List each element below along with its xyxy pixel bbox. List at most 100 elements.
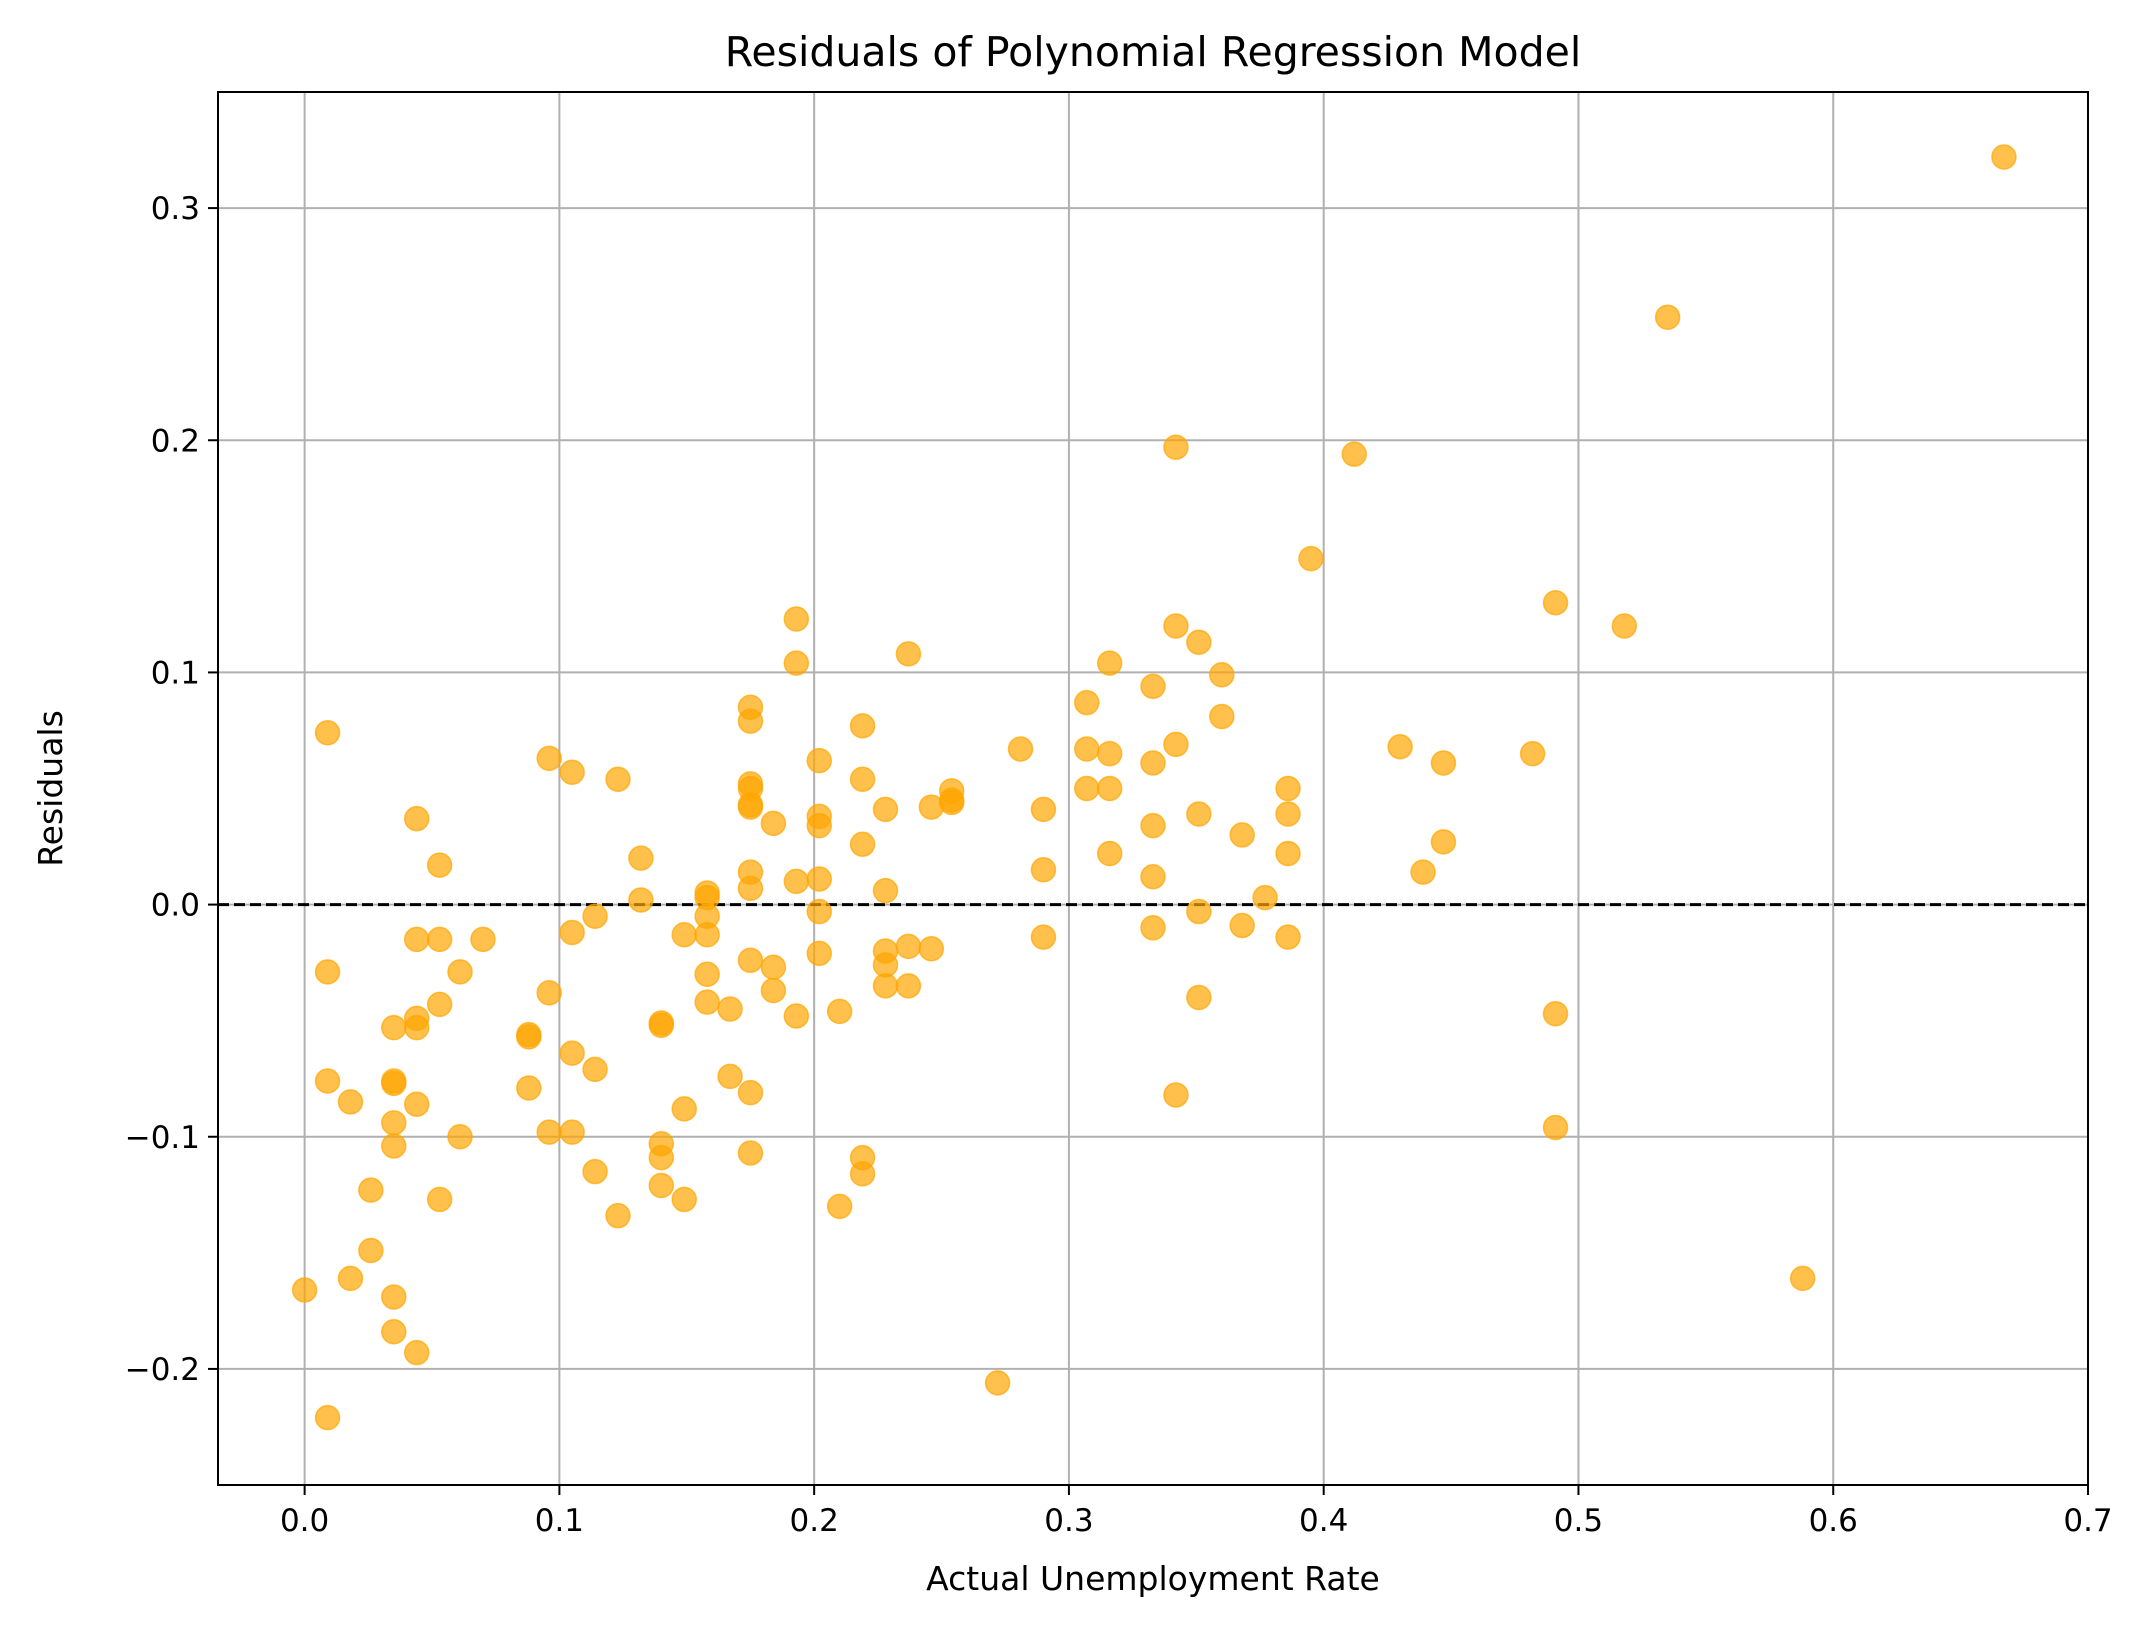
data-point	[1186, 629, 1212, 655]
data-point	[1074, 775, 1100, 802]
data-point	[605, 1202, 631, 1229]
data-point	[806, 747, 833, 774]
data-point	[582, 1158, 608, 1185]
data-point	[1007, 736, 1034, 762]
data-point	[1789, 1265, 1816, 1292]
data-point	[783, 868, 810, 895]
data-point	[1030, 796, 1057, 823]
data-point	[872, 796, 899, 823]
data-point	[760, 977, 787, 1004]
data-point	[1275, 924, 1301, 950]
data-point	[1519, 740, 1546, 767]
data-point	[648, 1012, 675, 1039]
data-point	[1209, 661, 1235, 688]
data-point	[1341, 441, 1368, 467]
data-point	[426, 926, 453, 953]
data-point	[1030, 857, 1057, 883]
data-point	[1229, 912, 1255, 939]
data-point	[1096, 740, 1123, 767]
data-point	[1542, 1114, 1569, 1141]
y-tick-label: 0.0	[151, 888, 200, 924]
data-point	[1163, 1082, 1189, 1108]
data-point	[671, 1096, 697, 1122]
data-point	[1209, 703, 1235, 730]
data-point	[1096, 650, 1123, 676]
x-tick-label: 0.2	[790, 1503, 839, 1539]
data-point	[1096, 775, 1123, 802]
data-point	[536, 980, 562, 1006]
data-point	[737, 875, 764, 902]
data-point	[872, 877, 899, 904]
y-axis-label: Residuals	[31, 710, 70, 867]
data-point	[737, 708, 764, 734]
data-point	[559, 1119, 585, 1145]
data-point	[717, 1063, 743, 1090]
data-point	[628, 887, 654, 913]
plot-area-frame	[217, 91, 2089, 1486]
data-point	[559, 759, 585, 785]
data-point	[381, 1133, 407, 1159]
data-point	[1611, 613, 1638, 639]
data-point	[314, 1404, 341, 1431]
data-point	[849, 766, 876, 792]
data-point	[1991, 144, 2017, 170]
data-point	[1163, 434, 1189, 460]
data-point	[516, 1075, 542, 1101]
data-point	[648, 1144, 675, 1171]
data-point	[806, 866, 833, 892]
data-point	[1140, 812, 1166, 839]
x-tick-label: 0.6	[1809, 1503, 1858, 1539]
data-point	[358, 1177, 384, 1203]
points-layer	[291, 144, 2017, 1431]
data-point	[403, 1091, 430, 1117]
data-point	[1074, 736, 1100, 762]
data-point	[984, 1370, 1011, 1396]
data-point	[717, 996, 743, 1022]
data-point	[582, 903, 608, 929]
data-point	[918, 935, 945, 962]
y-tick-label: 0.3	[151, 191, 200, 227]
data-point	[737, 1140, 764, 1166]
data-point	[849, 831, 876, 857]
data-point	[314, 959, 341, 985]
data-point	[381, 1110, 407, 1136]
data-point	[426, 852, 453, 878]
data-point	[559, 1040, 585, 1066]
data-point	[447, 959, 473, 985]
x-tick-label: 0.0	[280, 1503, 329, 1539]
data-point	[895, 641, 922, 667]
data-point	[1140, 863, 1166, 890]
data-point	[671, 922, 697, 948]
data-point	[1163, 731, 1189, 758]
data-point	[826, 1193, 853, 1220]
axis-ticks: 0.0 0.1 0.2 0.3 0.4 0.5 0.6 0.7 −0.2 −0.1 0.0 0.1 0.…	[125, 191, 2113, 1539]
data-point	[426, 1186, 453, 1213]
data-point	[1298, 545, 1324, 572]
data-point	[536, 745, 562, 772]
y-tick-label: 0.2	[151, 423, 200, 459]
data-point	[826, 998, 853, 1025]
data-point	[447, 1124, 473, 1150]
data-point	[1275, 801, 1301, 827]
data-point	[1186, 984, 1212, 1011]
data-point	[605, 766, 631, 792]
data-point	[737, 1079, 764, 1106]
data-point	[337, 1089, 364, 1115]
data-point	[1275, 840, 1301, 867]
data-point	[403, 1339, 430, 1366]
data-point	[1074, 689, 1100, 716]
data-point	[1186, 898, 1212, 925]
data-point	[1410, 859, 1436, 885]
data-point	[694, 922, 720, 948]
y-tick-label: −0.2	[125, 1352, 200, 1388]
data-point	[403, 1014, 430, 1041]
data-point	[872, 973, 899, 999]
data-point	[1030, 924, 1057, 950]
data-point	[1096, 840, 1123, 867]
data-point	[291, 1277, 318, 1303]
data-point	[403, 926, 430, 953]
data-point	[849, 1161, 876, 1187]
data-point	[1186, 801, 1212, 827]
